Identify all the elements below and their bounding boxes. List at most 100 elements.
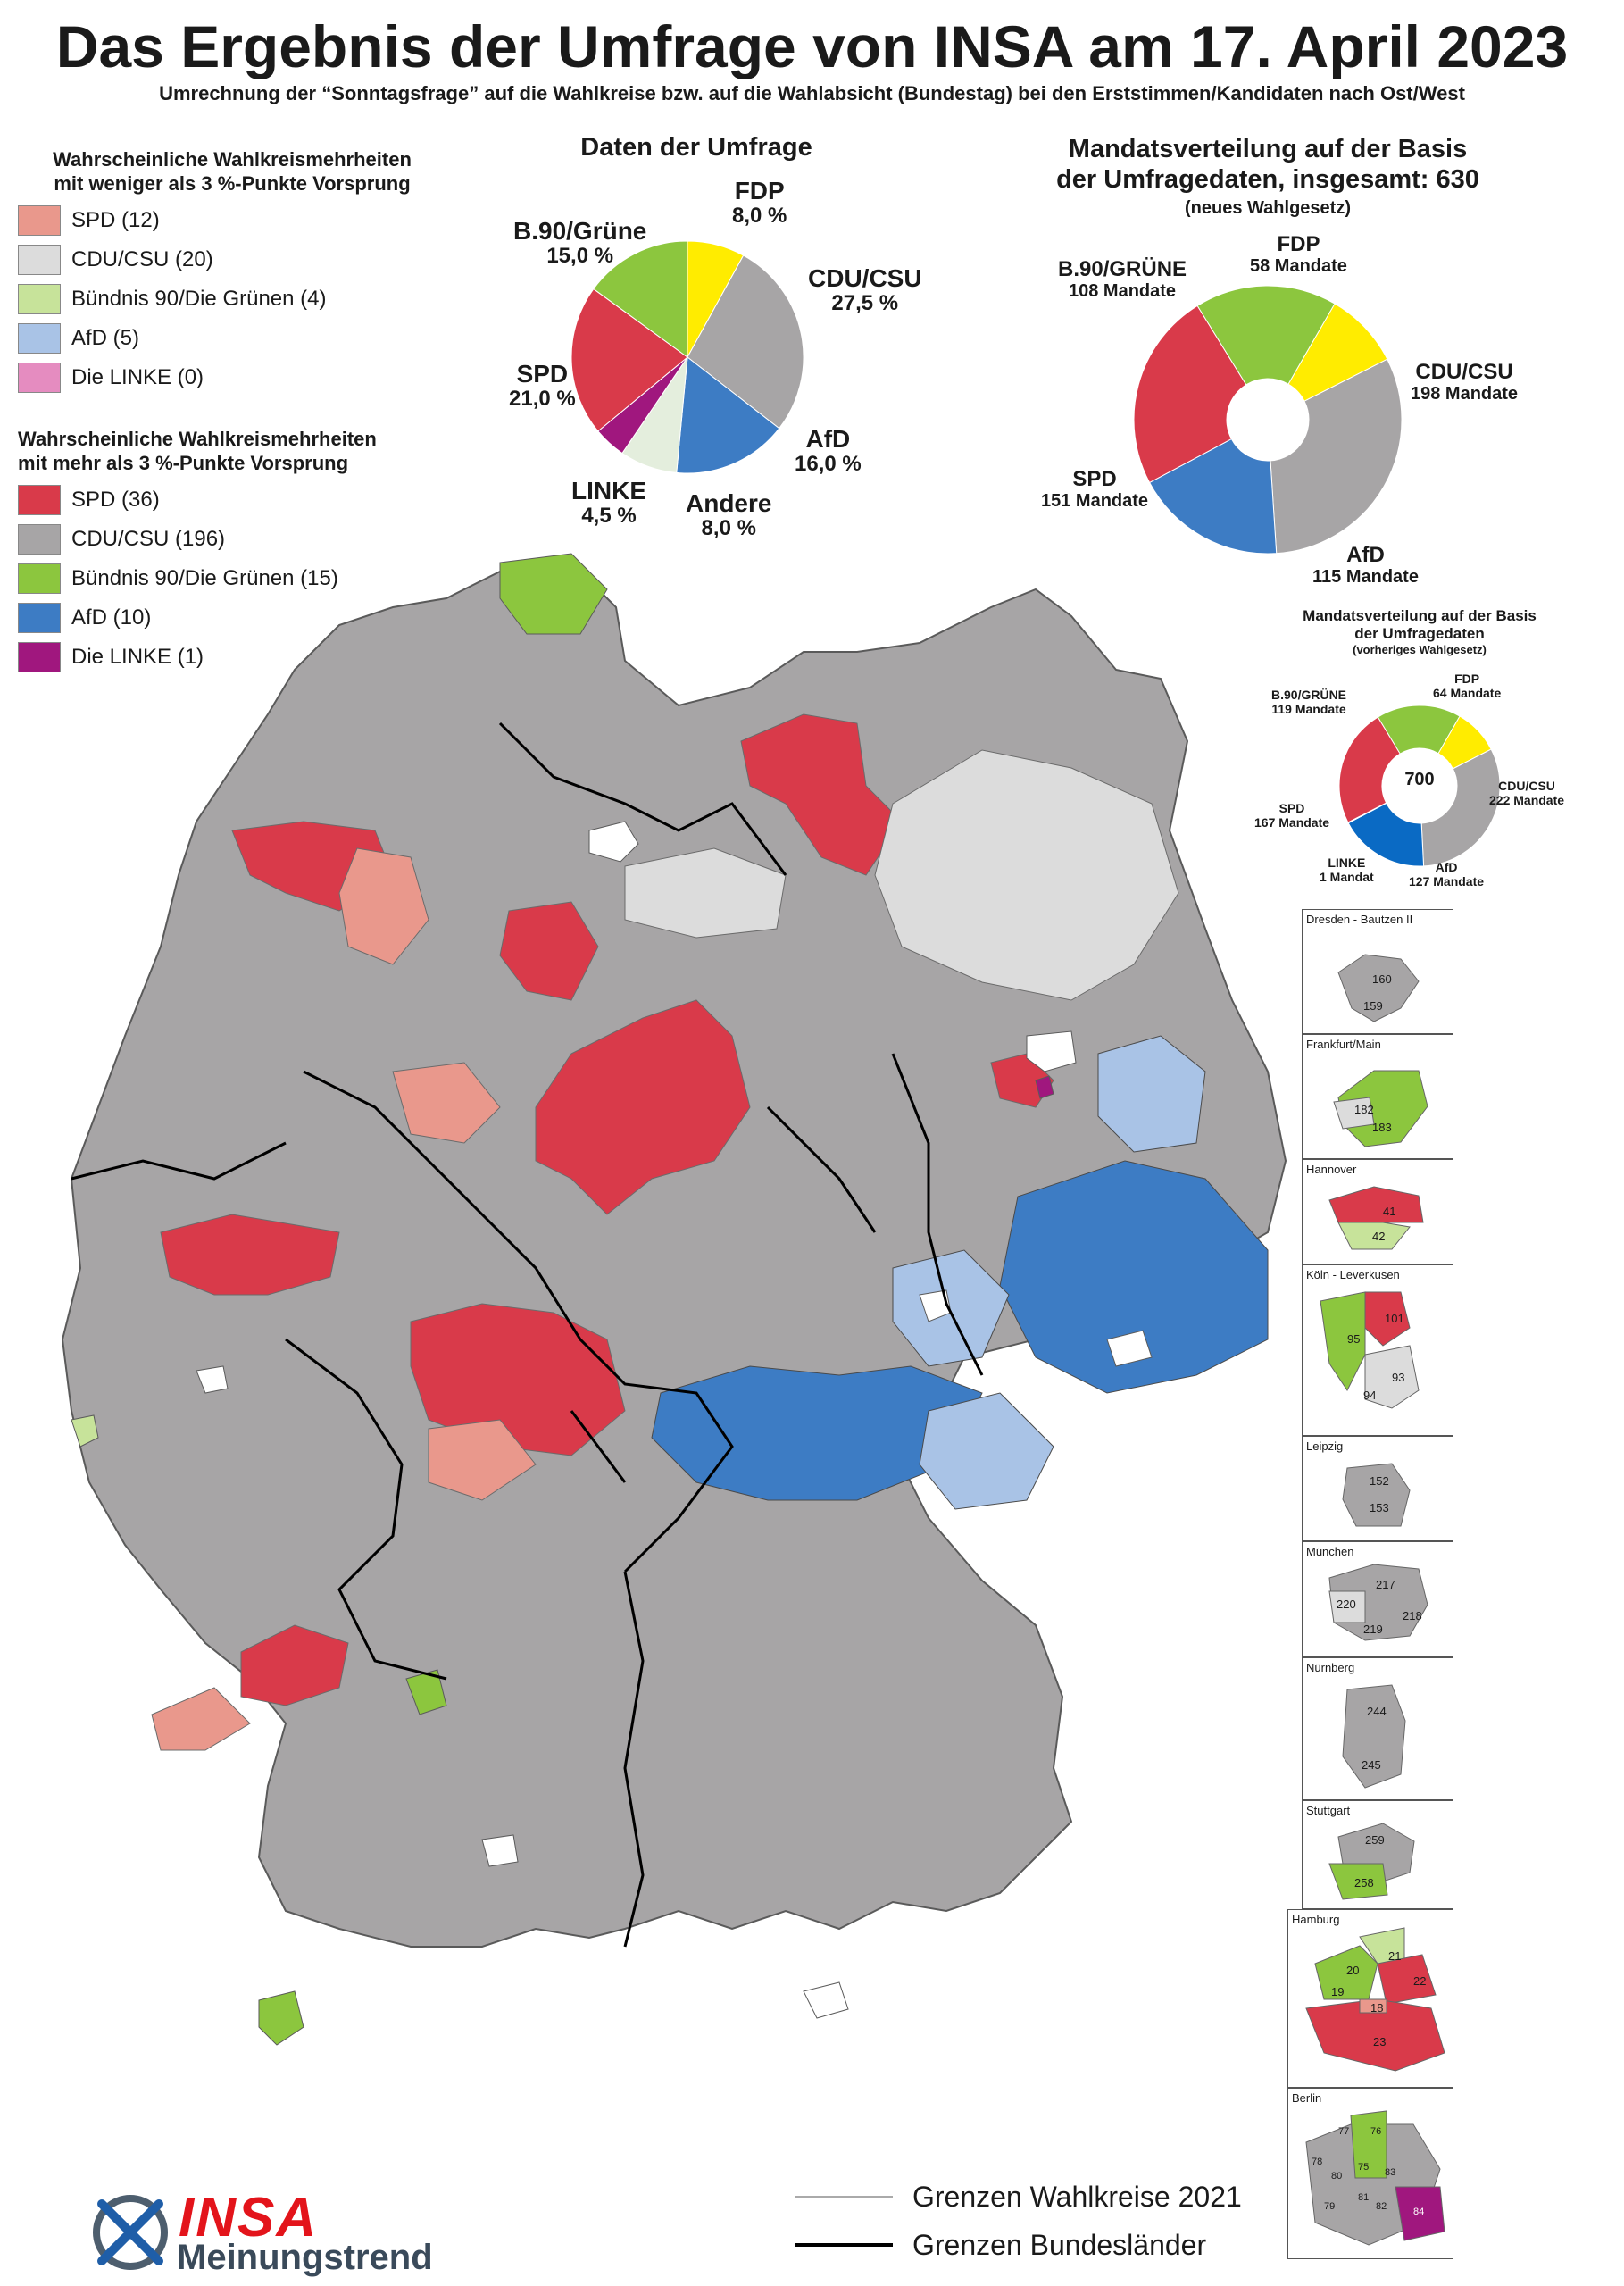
inset-title: Hamburg bbox=[1292, 1913, 1340, 1926]
legend-item: Bündnis 90/Die Grünen (4) bbox=[18, 279, 446, 319]
district-number: 93 bbox=[1392, 1371, 1405, 1384]
seat-new-label-fdp: FDP 58 Mandate bbox=[1250, 232, 1347, 277]
district-number: 81 bbox=[1358, 2192, 1370, 2203]
inset-title: Köln - Leverkusen bbox=[1306, 1268, 1400, 1281]
district-number: 20 bbox=[1346, 1964, 1360, 1977]
inset-nuernberg: Nürnberg 244 245 bbox=[1302, 1657, 1453, 1800]
poll-label-fdp: FDP 8,0 % bbox=[732, 177, 787, 229]
legend-item: SPD (12) bbox=[18, 201, 446, 240]
inset-map bbox=[1328, 1564, 1428, 1641]
legend-state-borders: Grenzen Bundesländer bbox=[795, 2218, 1242, 2272]
district-number: 245 bbox=[1362, 1758, 1381, 1772]
inset-leipzig: Leipzig 152 153 bbox=[1302, 1436, 1453, 1541]
legend-heading-line2: mit weniger als 3 %-Punkte Vorsprung bbox=[54, 172, 411, 195]
region-spd-hessen bbox=[410, 1303, 626, 1456]
legend-heading-line2: mit mehr als 3 %-Punkte Vorsprung bbox=[18, 452, 349, 474]
pie-slice-cdu-csu bbox=[1270, 358, 1403, 555]
inset-map bbox=[1328, 1186, 1424, 1250]
district-number: 217 bbox=[1376, 1578, 1395, 1591]
inset-dresden: Dresden - Bautzen II 160 159 bbox=[1302, 909, 1453, 1034]
logo-ballot-icon bbox=[93, 2195, 168, 2270]
legend-swatch bbox=[18, 524, 61, 555]
poll-label-cdu: CDU/CSU 27,5 % bbox=[808, 264, 922, 316]
poll-chart-title: Daten der Umfrage bbox=[580, 133, 812, 162]
legend-swatch bbox=[18, 563, 61, 594]
legend-heading-line1: Wahrscheinliche Wahlkreismehrheiten bbox=[53, 148, 412, 171]
pie-slice-b-90-gr-ne bbox=[593, 240, 688, 358]
pie-slice-spd bbox=[1133, 305, 1247, 484]
poll-label-spd: SPD 21,0 % bbox=[509, 360, 576, 412]
district-number: 218 bbox=[1403, 1609, 1422, 1623]
region-spd-saar bbox=[240, 1624, 349, 1706]
district-number: 76 bbox=[1370, 2126, 1382, 2137]
region-cdu-weak-east bbox=[874, 749, 1179, 1001]
legend-label: CDU/CSU (20) bbox=[71, 247, 213, 271]
seat-chart-new-title-line1: Mandatsverteilung auf der Basis bbox=[1068, 135, 1468, 163]
pie-slice-b-90-gr-ne bbox=[1377, 705, 1461, 755]
district-number: 153 bbox=[1370, 1501, 1389, 1514]
inset-map bbox=[1305, 2110, 1445, 2246]
legend-label: SPD (36) bbox=[71, 488, 160, 512]
region-spd-ruhr bbox=[160, 1214, 340, 1296]
seat-new-label-spd: SPD 151 Mandate bbox=[1041, 467, 1149, 512]
seat-old-label-afd: AfD 127 Mandate bbox=[1409, 860, 1485, 889]
poll-label-afd: AfD 16,0 % bbox=[795, 425, 862, 477]
legend-item: AfD (5) bbox=[18, 319, 446, 358]
region-afd-weak-2 bbox=[892, 1249, 1010, 1367]
seat-new-label-afd: AfD 115 Mandate bbox=[1312, 543, 1419, 588]
legend-line-black bbox=[795, 2243, 893, 2247]
district-number: 94 bbox=[1363, 1389, 1377, 1402]
legend-swatch bbox=[18, 485, 61, 515]
legend-label: SPD (12) bbox=[71, 208, 160, 232]
inset-map bbox=[1342, 1684, 1406, 1789]
legend-line-gray bbox=[795, 2196, 893, 2198]
region-green-weak-aachen bbox=[71, 1414, 99, 1448]
district-number: 160 bbox=[1372, 972, 1392, 986]
region-afd-saxony bbox=[999, 1160, 1269, 1394]
legend-heading-line1: Wahrscheinliche Wahlkreismehrheiten bbox=[18, 428, 377, 450]
region-spd-niedersachsen bbox=[499, 901, 599, 1001]
legend-heading: Wahrscheinliche Wahlkreismehrheiten mit … bbox=[18, 147, 446, 196]
state-borders bbox=[71, 722, 984, 1948]
district-number: 95 bbox=[1347, 1332, 1361, 1346]
legend-item: CDU/CSU (20) bbox=[18, 240, 446, 279]
inset-koeln: Köln - Leverkusen 101 95 93 94 bbox=[1302, 1264, 1453, 1436]
seat-chart-old-title-line1: Mandatsverteilung auf der Basis bbox=[1303, 607, 1537, 624]
map-legend: Grenzen Wahlkreise 2021 Grenzen Bundeslä… bbox=[795, 2175, 1242, 2272]
legend-item: Die LINKE (0) bbox=[18, 358, 446, 397]
logo-brand: INSA bbox=[179, 2187, 319, 2248]
district-number: 80 bbox=[1331, 2171, 1343, 2182]
legend-label: Bündnis 90/Die Grünen (15) bbox=[71, 566, 338, 590]
page-title: Das Ergebnis der Umfrage von INSA am 17.… bbox=[55, 13, 1569, 79]
district-number: 23 bbox=[1373, 2035, 1387, 2048]
legend-swatch bbox=[18, 284, 61, 314]
city-dresden bbox=[1106, 1330, 1153, 1367]
district-number: 244 bbox=[1367, 1705, 1387, 1718]
seat-donut-old bbox=[1338, 705, 1501, 867]
inset-title: Leipzig bbox=[1306, 1439, 1344, 1453]
pie-slice-b-90-gr-ne bbox=[1196, 285, 1336, 386]
inset-map bbox=[1342, 1463, 1411, 1527]
city-munich bbox=[803, 1981, 849, 2019]
inset-title: Berlin bbox=[1292, 2091, 1322, 2105]
seat-chart-old-subtitle: (vorheriges Wahlgesetz) bbox=[1353, 643, 1487, 656]
seat-chart-new-title: Mandatsverteilung auf der Basis der Umfr… bbox=[982, 134, 1553, 195]
region-spd-center bbox=[535, 999, 751, 1215]
poll-label-linke: LINKE 4,5 % bbox=[571, 477, 646, 529]
legend-item: CDU/CSU (196) bbox=[18, 520, 446, 559]
inset-muenchen: München 217 220 218 219 bbox=[1302, 1541, 1453, 1657]
inset-hannover: Hannover 41 42 bbox=[1302, 1159, 1453, 1264]
pie-slice-spd bbox=[1338, 716, 1401, 823]
seat-old-label-fdp: FDP 64 Mandate bbox=[1433, 672, 1502, 700]
legend-item: Die LINKE (1) bbox=[18, 638, 446, 677]
district-number: 42 bbox=[1372, 1230, 1386, 1243]
inset-hamburg: Hamburg 21 20 22 19 18 23 bbox=[1287, 1909, 1453, 2088]
district-number: 77 bbox=[1338, 2126, 1350, 2137]
district-number: 82 bbox=[1376, 2201, 1387, 2212]
legend-swatch bbox=[18, 205, 61, 236]
region-spd-weak-2 bbox=[392, 1062, 501, 1144]
seat-chart-old-title-line2: der Umfragedaten bbox=[1354, 625, 1485, 642]
district-number: 79 bbox=[1324, 2201, 1336, 2212]
pie-slice-cdu-csu bbox=[687, 254, 804, 430]
district-number: 18 bbox=[1370, 2001, 1384, 2015]
